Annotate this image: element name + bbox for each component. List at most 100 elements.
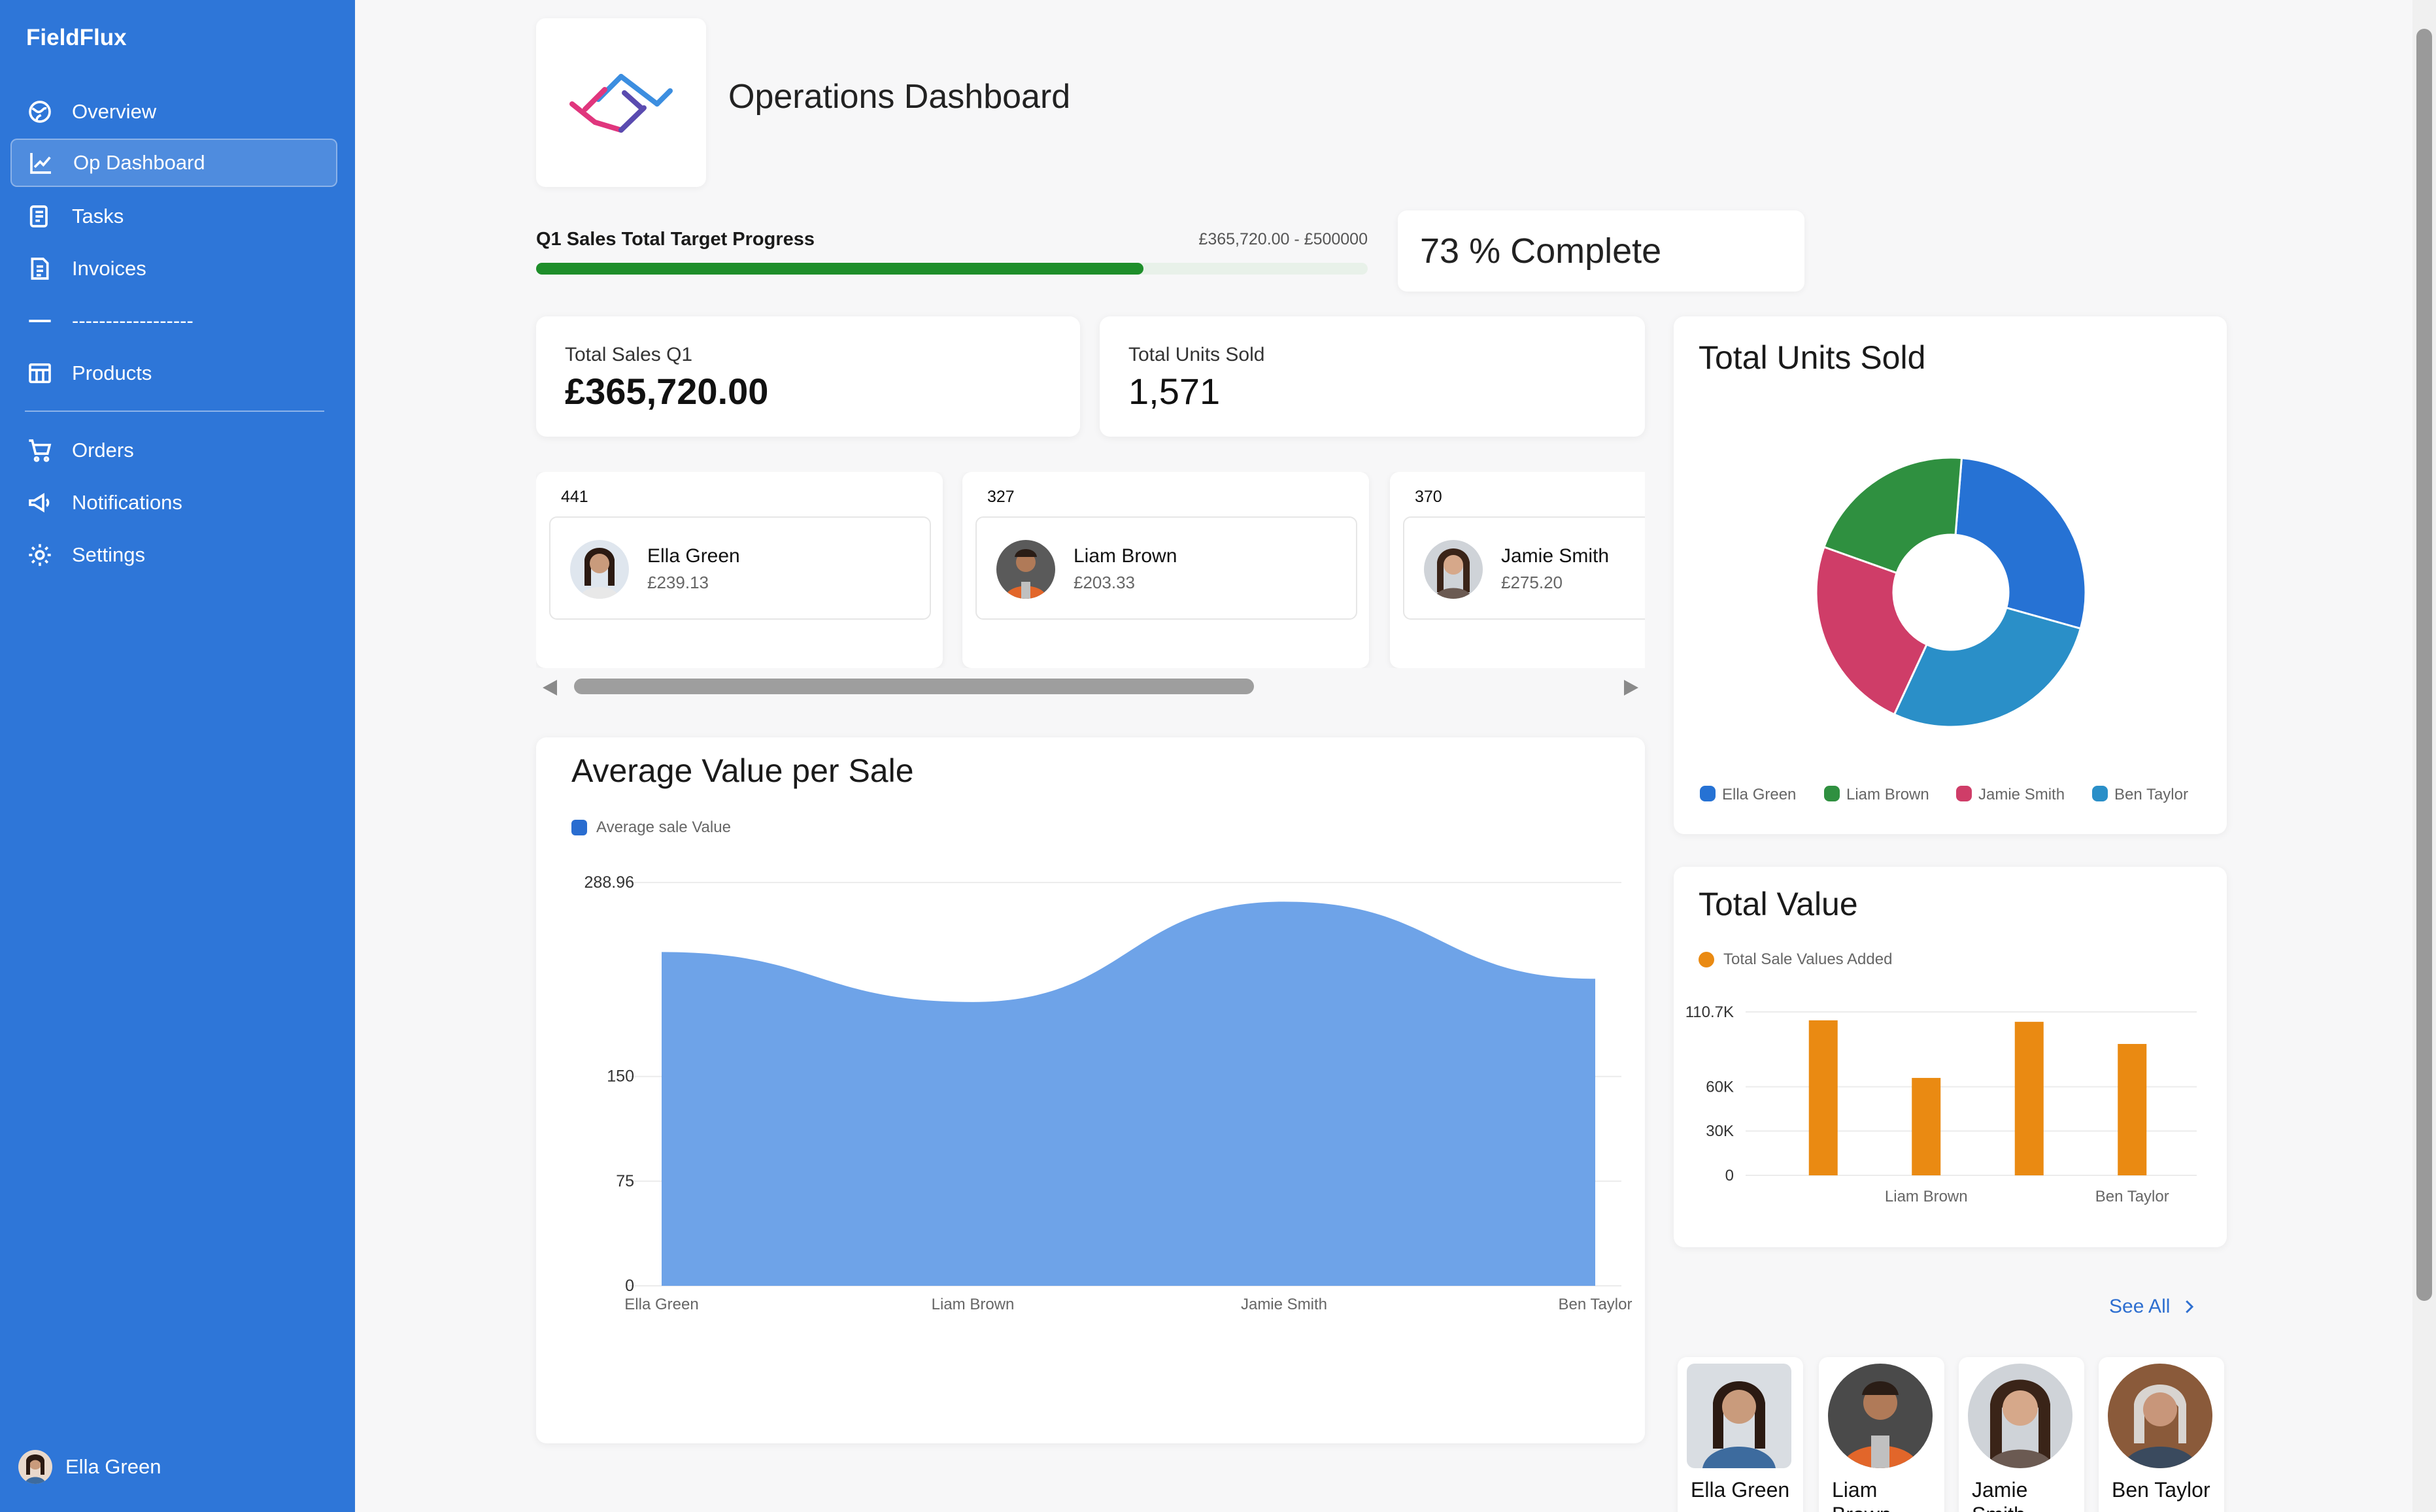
sidebar-item-label: Tasks <box>72 205 124 227</box>
sidebar-item-orders[interactable]: Orders <box>10 426 337 475</box>
scroll-thumb[interactable] <box>574 679 1254 694</box>
megaphone-icon <box>26 489 54 516</box>
legend-swatch <box>571 820 587 835</box>
chart-title: Average Value per Sale <box>571 752 914 789</box>
team-member-name: Liam Brown <box>1832 1478 1891 1512</box>
progress-complete-text: 73 % Complete <box>1420 231 1662 271</box>
gear-icon <box>26 541 54 569</box>
app-logo <box>536 18 706 187</box>
sidebar-item-overview[interactable]: Overview <box>10 88 337 136</box>
sidebar-item-tasks[interactable]: Tasks <box>10 192 337 241</box>
dash-icon <box>26 307 54 335</box>
team-member-card[interactable]: Ben Taylor <box>2099 1357 2224 1512</box>
team-member-card[interactable]: Ella Green <box>1678 1357 1803 1512</box>
rep-name: Liam Brown <box>1074 545 1177 567</box>
avatar <box>1828 1364 1933 1468</box>
stat-value: 1,571 <box>1128 371 1221 412</box>
cart-icon <box>26 437 54 464</box>
rep-card[interactable]: 370 Jamie Smith £275.20 <box>1390 472 1645 668</box>
y-tick-label: 30K <box>1706 1122 1734 1140</box>
stat-label: Total Sales Q1 <box>565 344 693 365</box>
avatar <box>1687 1364 1791 1468</box>
rep-count: 327 <box>987 488 1015 506</box>
progress-bar-fill <box>536 263 1143 275</box>
chart-line-icon <box>27 149 55 176</box>
x-tick-label: Ben Taylor <box>2095 1188 2169 1205</box>
sidebar-item-notifications[interactable]: Notifications <box>10 479 337 527</box>
stat-card-total-sales: Total Sales Q1 £365,720.00 <box>536 316 1080 437</box>
chart-legend[interactable]: Total Sale Values Added <box>1699 950 1892 969</box>
y-tick-label: 288.96 <box>584 873 634 892</box>
average-value-chart-card: Average Value per Sale Average sale Valu… <box>536 737 1645 1443</box>
sidebar-item-op-dashboard[interactable]: Op Dashboard <box>10 139 337 187</box>
page-scroll-thumb[interactable] <box>2416 29 2432 1301</box>
y-tick-label: 60K <box>1706 1078 1734 1096</box>
x-tick-label: Jamie Smith <box>1241 1296 1327 1313</box>
legend-swatch <box>1824 786 1840 801</box>
legend-swatch <box>2092 786 2108 801</box>
team-member-card[interactable]: Liam Brown <box>1819 1357 1944 1512</box>
scroll-right-arrow-icon[interactable] <box>1624 680 1638 696</box>
y-tick-label: 110.7K <box>1685 1003 1734 1021</box>
donut-chart: Ella Green Liam Brown Jamie Smith Ben Taylo… <box>1700 456 2188 803</box>
user-name: Ella Green <box>65 1455 161 1478</box>
avatar <box>1968 1364 2072 1468</box>
bar <box>2014 1022 2044 1175</box>
chevron-right-icon <box>2186 1300 2194 1313</box>
rep-card[interactable]: 441 Ella Green £239.13 <box>536 472 943 668</box>
brand-name: FieldFlux <box>26 25 127 50</box>
x-tick-label: Liam Brown <box>1885 1188 1968 1205</box>
team-member-name: Ben Taylor <box>2112 1478 2210 1502</box>
sidebar-item-label: ------------------ <box>72 309 194 332</box>
progress-range: £365,720.00 - £500000 <box>1198 230 1368 248</box>
rep-card-inner: Jamie Smith £275.20 <box>1403 516 1645 620</box>
x-tick-label: Liam Brown <box>932 1296 1015 1313</box>
bar <box>1808 1020 1838 1175</box>
rep-carousel[interactable]: 441 Ella Green £239.13 327 Liam Brown £2… <box>536 472 1645 668</box>
bar <box>1912 1077 1941 1175</box>
team-member-name: Jamie Smith <box>1972 1478 2028 1512</box>
y-tick-label: 0 <box>1725 1167 1734 1184</box>
total-value-chart-card: Total Value Total Sale Values Added 110.… <box>1674 867 2227 1247</box>
rep-name: Ella Green <box>647 545 740 567</box>
legend-label: Liam Brown <box>1846 786 1929 803</box>
rep-card-inner: Ella Green £239.13 <box>549 516 931 620</box>
sidebar-item-label: Settings <box>72 543 146 566</box>
legend-label: Average sale Value <box>596 818 731 836</box>
sidebar-item-label: Overview <box>72 100 157 123</box>
progress-label: Q1 Sales Total Target Progress <box>536 229 815 250</box>
sidebar-item-products[interactable]: Products <box>10 349 337 397</box>
scroll-left-arrow-icon[interactable] <box>543 680 557 696</box>
sidebar-item-label: Invoices <box>72 257 146 280</box>
progress-complete-card: 73 % Complete <box>1398 210 1804 292</box>
stat-card-units-sold: Total Units Sold 1,571 <box>1100 316 1645 437</box>
chart-legend[interactable]: Average sale Value <box>571 818 731 837</box>
units-sold-chart-card: Total Units Sold Ella Green Liam Brown Jam… <box>1674 316 2227 834</box>
y-tick-label: 75 <box>616 1172 634 1190</box>
sidebar-item-label: Notifications <box>72 491 182 514</box>
chart-title: Total Value <box>1699 886 1858 922</box>
chart-title: Total Units Sold <box>1699 339 1926 376</box>
current-user[interactable]: Ella Green <box>18 1450 161 1484</box>
progress-bar <box>536 263 1368 275</box>
rep-count: 370 <box>1415 488 1442 506</box>
tasks-icon <box>26 203 54 230</box>
avatar <box>996 540 1055 599</box>
sidebar-item-invoices[interactable]: Invoices <box>10 244 337 293</box>
team-member-card[interactable]: Jamie Smith <box>1959 1357 2084 1512</box>
team-member-name: Ella Green <box>1691 1478 1790 1502</box>
sidebar-item-separator[interactable]: ------------------ <box>10 297 337 345</box>
sidebar-item-settings[interactable]: Settings <box>10 531 337 579</box>
donut-slice <box>1823 456 1963 575</box>
see-all-link[interactable]: See All <box>2109 1296 2199 1318</box>
rep-name: Jamie Smith <box>1501 545 1610 567</box>
globe-icon <box>26 98 54 126</box>
rep-card[interactable]: 327 Liam Brown £203.33 <box>962 472 1369 668</box>
sidebar-item-label: Products <box>72 361 152 384</box>
sidebar-divider <box>25 411 324 412</box>
legend-label: Jamie Smith <box>1978 786 2065 803</box>
page-scrollbar[interactable] <box>2412 0 2436 1512</box>
carousel-scrollbar[interactable] <box>543 676 1638 697</box>
x-tick-label: Ben Taylor <box>1559 1296 1632 1313</box>
